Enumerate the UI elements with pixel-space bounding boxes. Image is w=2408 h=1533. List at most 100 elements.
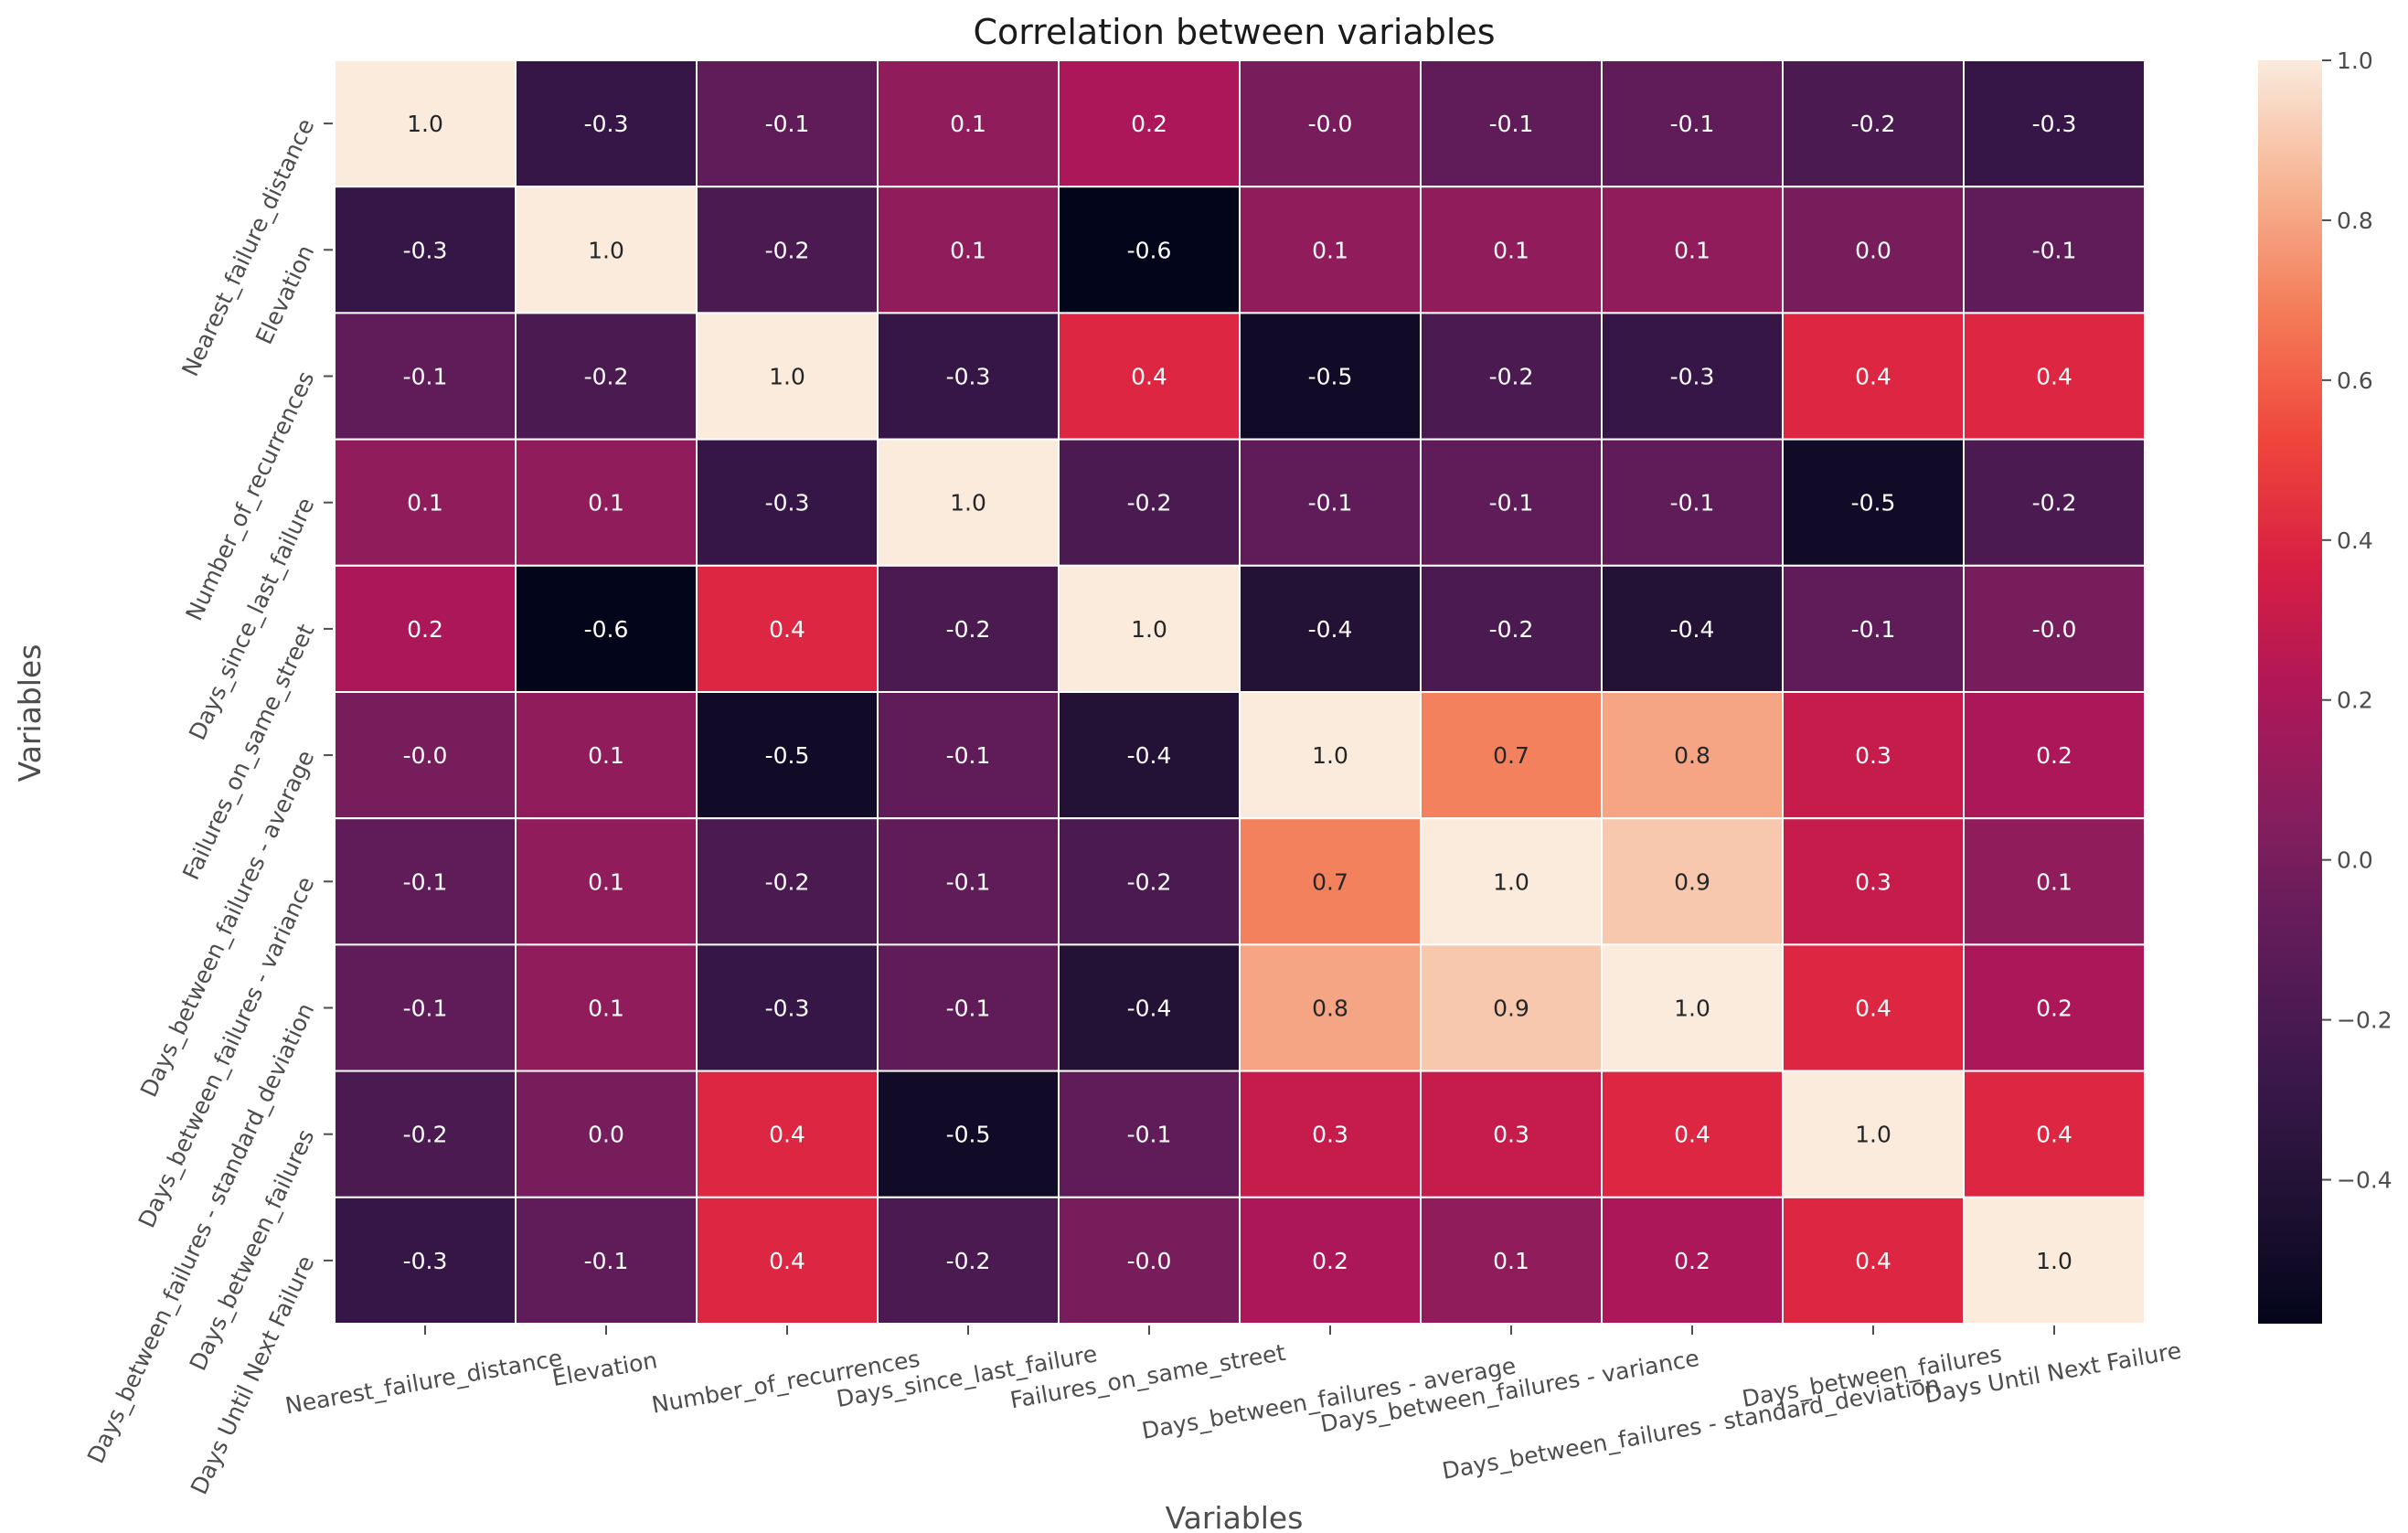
- heatmap-cell: [1963, 943, 2146, 1072]
- cell-value-label: 0.7: [1312, 868, 1348, 895]
- heatmap-cell: [696, 59, 879, 188]
- cell-value-label: -0.0: [403, 742, 448, 769]
- cell-value-label: -0.2: [765, 868, 810, 895]
- cell-value-label: -0.0: [1308, 111, 1353, 137]
- cell-value-label: 0.4: [769, 1122, 805, 1148]
- cell-value-label: -0.3: [946, 364, 991, 390]
- cell-value-label: 0.1: [2036, 868, 2072, 895]
- heatmap-cell: [1963, 1196, 2146, 1325]
- cell-value-label: -0.2: [946, 1248, 991, 1274]
- cell-value-label: 1.0: [769, 364, 805, 390]
- y-axis-label: Variables: [12, 644, 48, 782]
- heatmap-cell: [1420, 564, 1603, 693]
- cell-value-label: 0.8: [1674, 742, 1710, 769]
- heatmap-cell: [334, 691, 517, 820]
- heatmap-cell: [1963, 564, 2146, 693]
- heatmap-cell: [1239, 1196, 1422, 1325]
- cell-value-label: 0.9: [1493, 995, 1529, 1022]
- cell-value-label: 0.4: [1855, 364, 1891, 390]
- colorbar-tick-label: 0.6: [2337, 367, 2373, 394]
- colorbar-tick-label: 0.4: [2337, 527, 2373, 554]
- cell-value-label: -0.2: [765, 237, 810, 263]
- heatmap-cell: [696, 943, 879, 1072]
- colorbar-tick-label: −0.4: [2337, 1167, 2392, 1194]
- cell-value-label: 0.4: [769, 1248, 805, 1274]
- cell-value-label: 0.4: [2036, 1122, 2072, 1148]
- cell-value-label: 0.2: [2036, 995, 2072, 1022]
- cell-value-label: 1.0: [1855, 1122, 1891, 1148]
- heatmap-cell: [1601, 438, 1784, 567]
- cell-value-label: 1.0: [407, 111, 443, 137]
- cell-value-label: -0.4: [1127, 742, 1172, 769]
- cell-value-label: -0.6: [584, 616, 629, 643]
- heatmap-cell: [515, 1070, 698, 1198]
- heatmap-cell: [1239, 438, 1422, 567]
- cell-value-label: 0.1: [1312, 237, 1348, 263]
- heatmap-cell: [1420, 1070, 1603, 1198]
- cell-value-label: -0.1: [1489, 111, 1534, 137]
- heatmap-cell: [515, 186, 698, 314]
- heatmap-cell: [1782, 691, 1965, 820]
- cell-value-label: 1.0: [588, 237, 624, 263]
- cell-value-label: -0.3: [765, 490, 810, 516]
- colorbar-tick-label: 0.0: [2337, 847, 2373, 874]
- cell-value-label: -0.2: [946, 616, 991, 643]
- heatmap-cell: [515, 943, 698, 1072]
- heatmap-cell: [1239, 564, 1422, 693]
- cell-value-label: 0.1: [950, 237, 986, 263]
- colorbar-tick-label: 1.0: [2337, 48, 2373, 74]
- cell-value-label: 0.9: [1674, 868, 1710, 895]
- heatmap-cell: [334, 564, 517, 693]
- colorbar-tick-label: −0.2: [2337, 1007, 2392, 1034]
- cell-value-label: 0.2: [1674, 1248, 1710, 1274]
- heatmap-cell: [877, 943, 1060, 1072]
- cell-value-label: -0.5: [765, 742, 810, 769]
- cell-value-label: -0.3: [584, 111, 629, 137]
- heatmap-cell: [1239, 312, 1422, 441]
- cell-value-label: -0.1: [946, 742, 991, 769]
- cell-value-label: -0.6: [1127, 237, 1172, 263]
- cell-value-label: -0.1: [946, 995, 991, 1022]
- cell-value-label: 0.1: [588, 490, 624, 516]
- cell-value-label: -0.5: [946, 1122, 991, 1148]
- cell-value-label: -0.4: [1670, 616, 1715, 643]
- cell-value-label: -0.2: [584, 364, 629, 390]
- cell-value-label: -0.1: [765, 111, 810, 137]
- x-axis-label: Variables: [1166, 1500, 1304, 1533]
- heatmap-cell: [515, 564, 698, 693]
- heatmap-cell: [1782, 186, 1965, 314]
- cell-value-label: -0.1: [584, 1248, 629, 1274]
- cell-value-label: 0.1: [588, 742, 624, 769]
- cell-value-label: -0.4: [1308, 616, 1353, 643]
- heatmap-cell: [334, 312, 517, 441]
- heatmap-cell: [1963, 691, 2146, 820]
- cell-value-label: -0.1: [1127, 1122, 1172, 1148]
- heatmap-cell: [1420, 817, 1603, 946]
- cell-value-label: -0.1: [403, 995, 448, 1022]
- cell-value-label: -0.0: [1127, 1248, 1172, 1274]
- heatmap-cell: [1782, 59, 1965, 188]
- cell-value-label: 0.1: [588, 868, 624, 895]
- cell-value-label: -0.1: [946, 868, 991, 895]
- heatmap-cell: [877, 817, 1060, 946]
- cell-value-label: -0.2: [1489, 616, 1534, 643]
- heatmap-cell: [1963, 186, 2146, 314]
- cell-value-label: -0.5: [1851, 490, 1896, 516]
- heatmap-cell: [334, 1196, 517, 1325]
- heatmap-cell: [1420, 943, 1603, 1072]
- heatmap-cell: [515, 817, 698, 946]
- heatmap-cell: [1782, 312, 1965, 441]
- cell-value-label: 0.0: [1855, 237, 1891, 263]
- cell-value-label: -0.3: [403, 1248, 448, 1274]
- cell-value-label: -0.2: [403, 1122, 448, 1148]
- cell-value-label: -0.5: [1308, 364, 1353, 390]
- cell-value-label: -0.2: [1489, 364, 1534, 390]
- heatmap-cell: [696, 1196, 879, 1325]
- colorbar: [2258, 60, 2322, 1324]
- heatmap-cells: 1.0 -0.3 -0.1 0.1 0.2 -0.0 -0.1 -0.1 -0.2 -0.3 -0.…: [334, 59, 2146, 1325]
- cell-value-label: 0.2: [1131, 111, 1167, 137]
- cell-value-label: 0.1: [588, 995, 624, 1022]
- colorbar-tick-label: 0.8: [2337, 208, 2373, 234]
- heatmap-cell: [515, 1196, 698, 1325]
